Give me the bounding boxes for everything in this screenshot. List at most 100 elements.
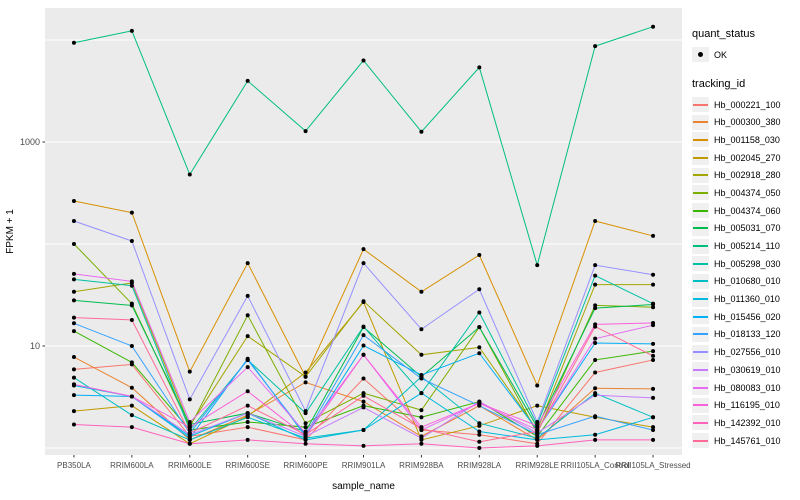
data-point: [129, 425, 134, 430]
data-point: [477, 401, 482, 406]
line-key-icon: [692, 309, 709, 325]
y-tick-label: 10: [30, 341, 40, 351]
legend-item-label: Hb_001158_030: [714, 134, 780, 145]
line-key-icon: [692, 273, 709, 289]
line-key-icon: [692, 114, 709, 130]
data-point: [361, 376, 366, 381]
data-point: [303, 380, 308, 385]
legend-item-label: Hb_116195_010: [714, 400, 780, 411]
data-point: [303, 425, 308, 430]
data-point: [303, 441, 308, 446]
y-tick-label: 1000: [20, 137, 40, 147]
data-point: [477, 310, 482, 315]
legend-item-label: Hb_030619_010: [714, 364, 781, 375]
line-key-icon: [692, 220, 709, 236]
x-tick-label: RRIM928BA: [399, 461, 444, 470]
legend-item-Hb_116195_010: Hb_116195_010: [692, 396, 798, 414]
data-point: [245, 437, 250, 442]
line-key-icon: [692, 291, 709, 307]
line-key-icon: [692, 167, 709, 183]
legend-item-label: Hb_027556_010: [714, 347, 781, 358]
data-point: [129, 317, 134, 322]
data-point: [361, 247, 366, 252]
data-point: [71, 321, 76, 326]
data-point: [477, 439, 482, 444]
legend-item-label: Hb_004374_050: [714, 187, 781, 198]
data-point: [361, 428, 366, 433]
legend-item-Hb_002918_280: Hb_002918_280: [692, 166, 798, 184]
legend-item-label: Hb_002045_270: [714, 152, 781, 163]
data-point: [129, 303, 134, 308]
data-point: [245, 425, 250, 430]
data-point: [593, 336, 598, 341]
line-key-icon: [692, 397, 709, 413]
data-point: [129, 394, 134, 399]
data-point: [71, 40, 76, 45]
legend-tracking-id: tracking_id Hb_000221_100 Hb_000300_380 Hb…: [692, 78, 798, 450]
data-point: [419, 129, 424, 134]
legend-item-label: Hb_000221_100: [714, 99, 781, 110]
data-point: [361, 405, 366, 410]
data-point: [419, 376, 424, 381]
data-point: [187, 431, 192, 436]
data-point: [361, 443, 366, 448]
legend-item-label: Hb_080083_010: [714, 382, 781, 393]
data-point: [477, 345, 482, 350]
data-point: [303, 432, 308, 437]
legend-item-Hb_005214_110: Hb_005214_110: [692, 237, 798, 255]
data-point: [361, 343, 366, 348]
data-point: [187, 428, 192, 433]
data-point: [651, 428, 656, 433]
data-point: [361, 324, 366, 329]
data-point: [245, 78, 250, 83]
legend-item-ok: OK: [692, 46, 798, 64]
data-point: [593, 357, 598, 362]
data-point: [535, 423, 540, 428]
line-key-icon: [692, 433, 709, 449]
data-point: [651, 282, 656, 287]
data-point: [477, 421, 482, 426]
data-point: [361, 333, 366, 338]
legend-item-label: Hb_010680_010: [714, 276, 781, 287]
data-point: [535, 403, 540, 408]
data-point: [419, 426, 424, 431]
legend-item-Hb_004374_050: Hb_004374_050: [692, 184, 798, 202]
data-point: [187, 172, 192, 177]
data-point: [71, 242, 76, 246]
data-point: [593, 393, 598, 398]
x-tick-label: RRII105LA_Stressed: [615, 461, 690, 470]
data-point: [303, 129, 308, 134]
x-tick-label: RRIM928LE: [515, 461, 559, 470]
legend-item-Hb_030619_010: Hb_030619_010: [692, 361, 798, 379]
data-point: [245, 365, 250, 370]
legend-tracking-items: Hb_000221_100 Hb_000300_380 Hb_001158_030 H…: [692, 96, 798, 450]
data-point: [187, 369, 192, 374]
legend-item-Hb_000221_100: Hb_000221_100: [692, 96, 798, 114]
legend-item-Hb_000300_380: Hb_000300_380: [692, 113, 798, 131]
data-point: [245, 261, 250, 266]
data-point: [303, 409, 308, 414]
data-point: [651, 321, 656, 326]
legend-quant-title: quant_status: [692, 28, 755, 40]
data-point: [71, 298, 76, 303]
line-key-icon: [692, 203, 709, 219]
data-point: [419, 415, 424, 420]
data-point: [419, 441, 424, 446]
data-point: [419, 391, 424, 396]
data-point: [651, 357, 656, 362]
data-point: [71, 409, 76, 414]
line-key-icon: [692, 150, 709, 166]
data-point: [129, 403, 134, 408]
data-point: [71, 393, 76, 398]
data-point: [303, 437, 308, 442]
legend-item-Hb_004374_060: Hb_004374_060: [692, 202, 798, 220]
legend-item-Hb_080083_010: Hb_080083_010: [692, 379, 798, 397]
legend-item-label: Hb_142392_010: [714, 417, 781, 428]
data-point: [651, 386, 656, 391]
data-point: [361, 261, 366, 266]
data-point: [477, 351, 482, 356]
data-point: [651, 395, 656, 400]
legend-item-label: Hb_005214_110: [714, 241, 780, 252]
legend-item-Hb_027556_010: Hb_027556_010: [692, 343, 798, 361]
